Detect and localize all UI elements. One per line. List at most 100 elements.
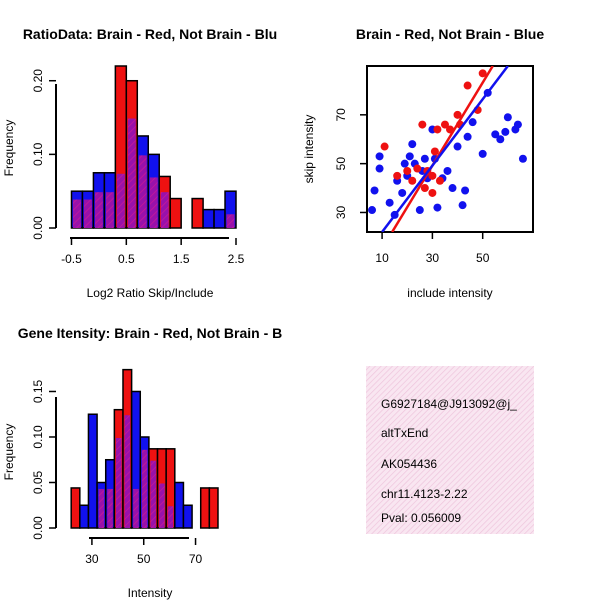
h3-overlap-5: [115, 437, 122, 528]
scatter-ytick-label-1: 50: [334, 157, 348, 171]
ratio-x-label: Log2 Ratio Skip/Include: [87, 286, 214, 300]
h3-bar-12: [174, 481, 185, 529]
scatter-point-blue-28: [478, 149, 487, 158]
h3-overlap-6: [124, 415, 131, 528]
scatter-point-red-3: [408, 176, 417, 185]
scatter-ytick-label-2: 70: [334, 108, 348, 122]
scatter-point-blue-27: [468, 118, 477, 127]
scatter-y-ticks: 30 50 70: [334, 108, 367, 219]
scatter-point-red-12: [435, 176, 444, 185]
ratio-x-ticks: -0.5 0.5 1.5 2.5: [61, 238, 245, 266]
h3-overlap-4: [107, 488, 113, 528]
scatter-points: [368, 66, 527, 232]
h3-overlap-10: [159, 483, 165, 528]
h1-xtick-label-2: 1.5: [173, 252, 190, 266]
h1-bar-11: [191, 197, 204, 229]
scatter-point-red-5: [418, 120, 427, 129]
scatter-fit-line-blue: [381, 66, 509, 232]
scatter-point-blue-24: [458, 201, 467, 210]
h1-overlap-0: [72, 199, 81, 228]
h1-bar-9: [169, 197, 182, 229]
h3-overlap-8: [141, 449, 148, 528]
scatter-point-blue-31: [496, 135, 505, 144]
h3-overlap-7: [133, 488, 139, 528]
h1-overlap-2: [94, 192, 103, 228]
intensity-scatter: 10 30 50 30 50 70 Brain - Red, Not Brain - B…: [302, 26, 544, 300]
h1-ytick-label-0: 0.00: [31, 216, 45, 240]
event-info-panel: G6927184@J913092@j_ altTxEnd AK054436 ch…: [366, 366, 534, 534]
scatter-xtick-label-2: 50: [476, 251, 490, 265]
scatter-point-blue-32: [501, 127, 510, 136]
scatter-point-red-4: [413, 164, 422, 173]
scatter-point-blue-30: [491, 130, 500, 139]
scatter-point-blue-4: [385, 198, 394, 207]
scatter-point-blue-8: [400, 159, 409, 168]
scatter-plot-frame: [366, 65, 534, 233]
h1-bar-12: [202, 208, 215, 229]
scatter-point-red-6: [420, 184, 429, 193]
scatter-point-blue-7: [398, 188, 407, 197]
ratio-histogram-bars: [70, 65, 237, 229]
scatter-point-red-19: [478, 69, 487, 78]
gene-id-text: G6927184@J913092@j_: [381, 397, 517, 411]
h3-ytick-label-2: 0.10: [31, 425, 45, 449]
scatter-ytick-label-0: 30: [334, 205, 348, 219]
scatter-point-blue-2: [375, 164, 384, 173]
h3-bar-15: [199, 487, 211, 529]
h3-overlap-11: [167, 506, 174, 528]
scatter-point-red-17: [463, 81, 472, 90]
h1-ytick-label-2: 0.20: [31, 69, 45, 93]
scatter-point-blue-3: [375, 152, 384, 161]
h1-overlap-1: [83, 199, 92, 228]
h1-overlap-5: [127, 118, 136, 228]
scatter-point-blue-13: [415, 206, 424, 215]
info-panel-background: [366, 366, 534, 534]
scatter-point-blue-35: [513, 120, 522, 129]
h3-bar-1: [79, 504, 90, 529]
intensity-histogram-bars: [70, 368, 219, 529]
h3-ytick-label-0: 0.00: [31, 516, 45, 540]
scatter-fit-line-red: [391, 66, 494, 232]
scatter-point-blue-11: [408, 140, 417, 149]
scatter-point-red-9: [428, 171, 437, 180]
scatter-point-red-15: [453, 110, 462, 119]
scatter-point-red-13: [440, 120, 449, 129]
scatter-point-blue-23: [453, 142, 462, 151]
h1-xtick-label-1: 0.5: [118, 252, 135, 266]
h3-overlap-3: [98, 488, 105, 528]
h1-overlap-7: [149, 177, 158, 228]
scatter-point-blue-26: [463, 132, 472, 141]
ratio-y-ticks: 0.00 0.10 0.20: [31, 69, 56, 240]
scatter-point-red-8: [428, 188, 437, 197]
scatter-title: Brain - Red, Not Brain - Blue: [356, 26, 544, 42]
scatter-x-ticks: 10 30 50: [375, 232, 490, 265]
ratio-histogram: -0.5 0.5 1.5 2.5 0.00 0.10 0.20 RatioData: Br…: [2, 26, 277, 300]
intensity-x-ticks: 30 50 70: [85, 538, 203, 566]
scatter-point-blue-19: [433, 203, 442, 212]
h1-overlap-14: [226, 214, 235, 228]
scatter-xtick-label-0: 10: [375, 251, 389, 265]
event-type-text: altTxEnd: [381, 426, 428, 440]
scatter-point-blue-36: [518, 154, 527, 163]
scatter-point-red-10: [430, 147, 439, 156]
scatter-point-blue-0: [368, 206, 377, 215]
location-text: chr11.4123-2.22: [381, 487, 468, 501]
h3-ytick-label-3: 0.15: [31, 379, 45, 403]
scatter-point-red-2: [403, 166, 412, 175]
h1-overlap-6: [138, 155, 147, 228]
pval-text: Pval: 0.056009: [381, 511, 461, 525]
scatter-point-red-0: [380, 142, 389, 151]
scatter-point-blue-1: [370, 186, 379, 195]
h3-ytick-label-1: 0.05: [31, 470, 45, 494]
ratio-y-label: Frequency: [2, 120, 16, 177]
intensity-y-ticks: 0.00 0.05 0.10 0.15: [31, 379, 56, 540]
h1-overlap-4: [116, 173, 125, 228]
h3-bar-2: [87, 413, 98, 529]
scatter-point-blue-10: [405, 152, 414, 161]
h3-bar-13: [182, 504, 193, 529]
h3-xtick-label-0: 30: [85, 552, 99, 566]
intensity-x-label: Intensity: [128, 586, 173, 600]
scatter-point-blue-15: [420, 154, 429, 163]
h3-overlap-9: [150, 460, 157, 528]
